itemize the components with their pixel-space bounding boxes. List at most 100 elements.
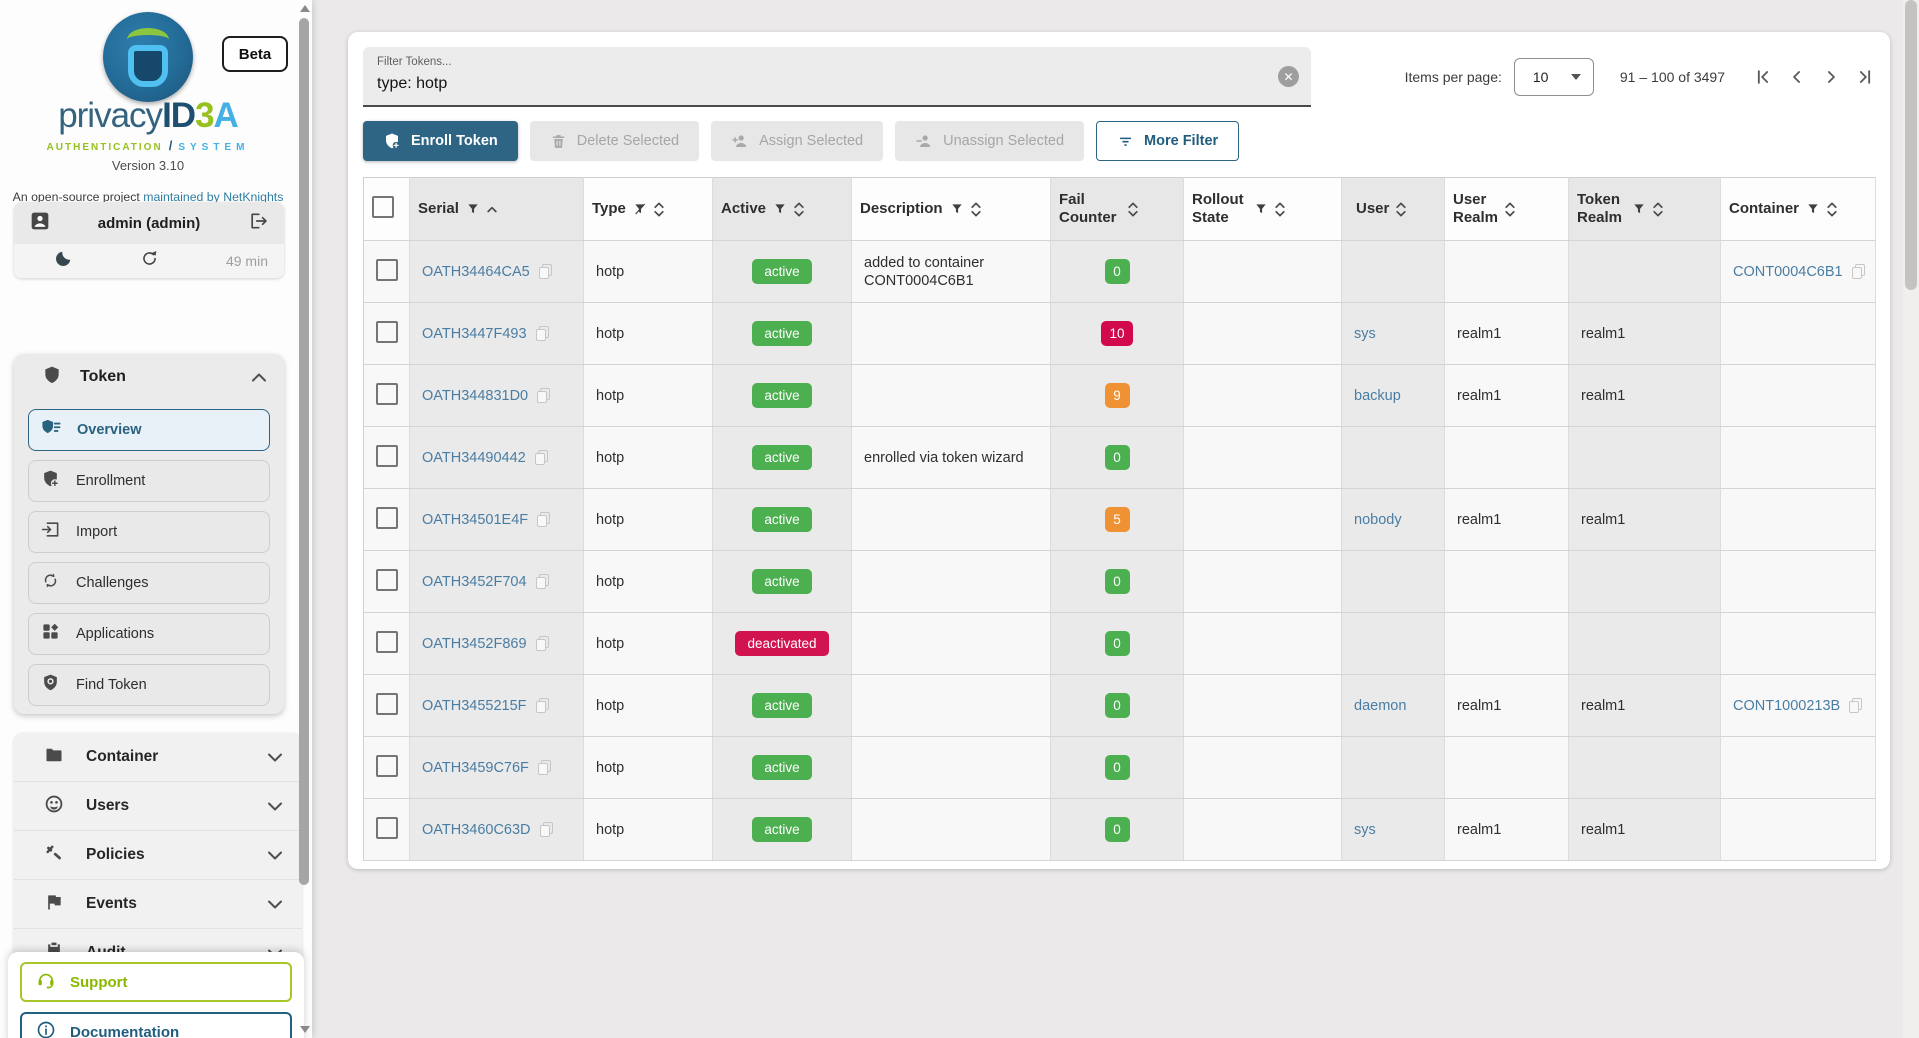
sort-icon[interactable] <box>794 201 804 218</box>
page-scrollbar[interactable] <box>1903 0 1919 1038</box>
serial-link[interactable]: OATH3447F493 <box>422 325 527 342</box>
page-size-select[interactable]: 10 <box>1513 58 1594 96</box>
scroll-down-arrow[interactable] <box>300 1026 310 1033</box>
serial-link[interactable]: OATH3452F869 <box>422 635 527 652</box>
dark-mode-icon[interactable] <box>54 249 73 273</box>
previous-page-button[interactable] <box>1787 67 1807 87</box>
sidebar-item-find-token[interactable]: Find Token <box>28 664 270 706</box>
filter-icon[interactable] <box>1254 202 1268 216</box>
row-checkbox[interactable] <box>376 506 398 529</box>
column-header-user-realm[interactable]: User Realm <box>1444 177 1569 241</box>
column-header-rollout-state[interactable]: Rollout State <box>1183 177 1342 241</box>
sidebar-item-applications[interactable]: Applications <box>28 613 270 655</box>
row-checkbox[interactable] <box>376 816 398 839</box>
serial-link[interactable]: OATH3459C76F <box>422 759 529 776</box>
copy-icon[interactable] <box>535 326 549 341</box>
column-header-container[interactable]: Container <box>1720 177 1876 241</box>
delete-selected-button[interactable]: Delete Selected <box>529 121 700 161</box>
row-checkbox[interactable] <box>376 258 398 281</box>
sort-icon[interactable] <box>1275 201 1285 218</box>
user-link[interactable]: daemon <box>1354 697 1407 714</box>
column-header-serial[interactable]: Serial <box>409 177 584 241</box>
filter-off-icon[interactable] <box>633 202 647 216</box>
select-all-checkbox[interactable] <box>372 196 394 218</box>
last-page-button[interactable] <box>1855 67 1875 87</box>
sidebar-scrollbar-thumb[interactable] <box>299 18 309 885</box>
scroll-up-arrow[interactable] <box>300 5 310 12</box>
filter-icon[interactable] <box>773 202 787 216</box>
sidebar-item-overview[interactable]: Overview <box>28 409 270 451</box>
sort-icon[interactable] <box>1396 201 1407 218</box>
row-checkbox[interactable] <box>376 382 398 405</box>
page-scrollbar-thumb[interactable] <box>1905 0 1917 290</box>
logout-icon[interactable] <box>248 211 268 236</box>
filter-icon[interactable] <box>1806 202 1820 216</box>
sidebar-item-policies[interactable]: Policies <box>14 831 302 880</box>
sort-icon[interactable] <box>1653 201 1663 218</box>
sort-icon[interactable] <box>1128 201 1138 218</box>
user-link[interactable]: sys <box>1354 821 1376 838</box>
serial-link[interactable]: OATH3452F704 <box>422 573 527 590</box>
serial-link[interactable]: OATH34490442 <box>422 449 526 466</box>
first-page-button[interactable] <box>1753 67 1773 87</box>
column-header-fail-counter[interactable]: Fail Counter <box>1050 177 1184 241</box>
row-checkbox[interactable] <box>376 754 398 777</box>
serial-link[interactable]: OATH34501E4F <box>422 511 529 528</box>
copy-icon[interactable] <box>1849 698 1863 713</box>
copy-icon[interactable] <box>539 822 553 837</box>
column-header-token-realm[interactable]: Token Realm <box>1568 177 1721 241</box>
column-header-user[interactable]: User <box>1341 177 1445 241</box>
row-checkbox[interactable] <box>376 320 398 343</box>
user-link[interactable]: backup <box>1354 387 1401 404</box>
serial-link[interactable]: OATH34464CA5 <box>422 263 530 280</box>
token-menu-header[interactable]: Token <box>14 354 284 400</box>
sidebar-item-container[interactable]: Container <box>14 733 302 782</box>
sort-icon[interactable] <box>654 201 664 218</box>
copy-icon[interactable] <box>535 574 549 589</box>
copy-icon[interactable] <box>1851 264 1865 279</box>
sort-asc-icon[interactable] <box>487 201 497 218</box>
filter-value[interactable]: type: hotp <box>377 75 448 92</box>
sort-icon[interactable] <box>970 201 981 218</box>
filter-icon[interactable] <box>1632 202 1646 216</box>
serial-link[interactable]: OATH3455215F <box>422 697 527 714</box>
column-header-description[interactable]: Description <box>851 177 1051 241</box>
container-link[interactable]: CONT1000213B <box>1733 697 1841 714</box>
serial-link[interactable]: OATH3460C63D <box>422 821 531 838</box>
user-link[interactable]: sys <box>1354 325 1376 342</box>
netknights-link[interactable]: maintained by NetKnights <box>143 190 284 205</box>
copy-icon[interactable] <box>537 760 551 775</box>
enroll-token-button[interactable]: Enroll Token <box>363 121 518 161</box>
column-header-type[interactable]: Type <box>583 177 713 241</box>
row-checkbox[interactable] <box>376 630 398 653</box>
unassign-selected-button[interactable]: Unassign Selected <box>895 121 1085 161</box>
user-link[interactable]: nobody <box>1354 511 1402 528</box>
sort-icon[interactable] <box>1505 201 1515 218</box>
refresh-session-icon[interactable] <box>140 249 159 273</box>
support-button[interactable]: Support <box>20 962 292 1002</box>
serial-link[interactable]: OATH344831D0 <box>422 387 529 404</box>
copy-icon[interactable] <box>538 264 552 279</box>
sidebar-item-import[interactable]: Import <box>28 511 270 553</box>
row-checkbox[interactable] <box>376 692 398 715</box>
more-filter-button[interactable]: More Filter <box>1096 121 1240 161</box>
sidebar-scrollbar[interactable] <box>298 0 311 1038</box>
documentation-button[interactable]: Documentation <box>20 1012 292 1038</box>
copy-icon[interactable] <box>537 388 551 403</box>
copy-icon[interactable] <box>535 698 549 713</box>
clear-filter-icon[interactable]: ✕ <box>1278 66 1299 87</box>
sidebar-item-events[interactable]: Events <box>14 880 302 929</box>
column-header-active[interactable]: Active <box>712 177 852 241</box>
copy-icon[interactable] <box>534 450 548 465</box>
sidebar-item-challenges[interactable]: Challenges <box>28 562 270 604</box>
sidebar-item-users[interactable]: Users <box>14 782 302 831</box>
sort-icon[interactable] <box>1827 201 1837 218</box>
next-page-button[interactable] <box>1821 67 1841 87</box>
copy-icon[interactable] <box>537 512 551 527</box>
row-checkbox[interactable] <box>376 568 398 591</box>
filter-icon[interactable] <box>466 202 480 216</box>
row-checkbox[interactable] <box>376 444 398 467</box>
container-link[interactable]: CONT0004C6B1 <box>1733 263 1843 280</box>
assign-selected-button[interactable]: Assign Selected <box>711 121 884 161</box>
filter-icon[interactable] <box>950 202 964 216</box>
